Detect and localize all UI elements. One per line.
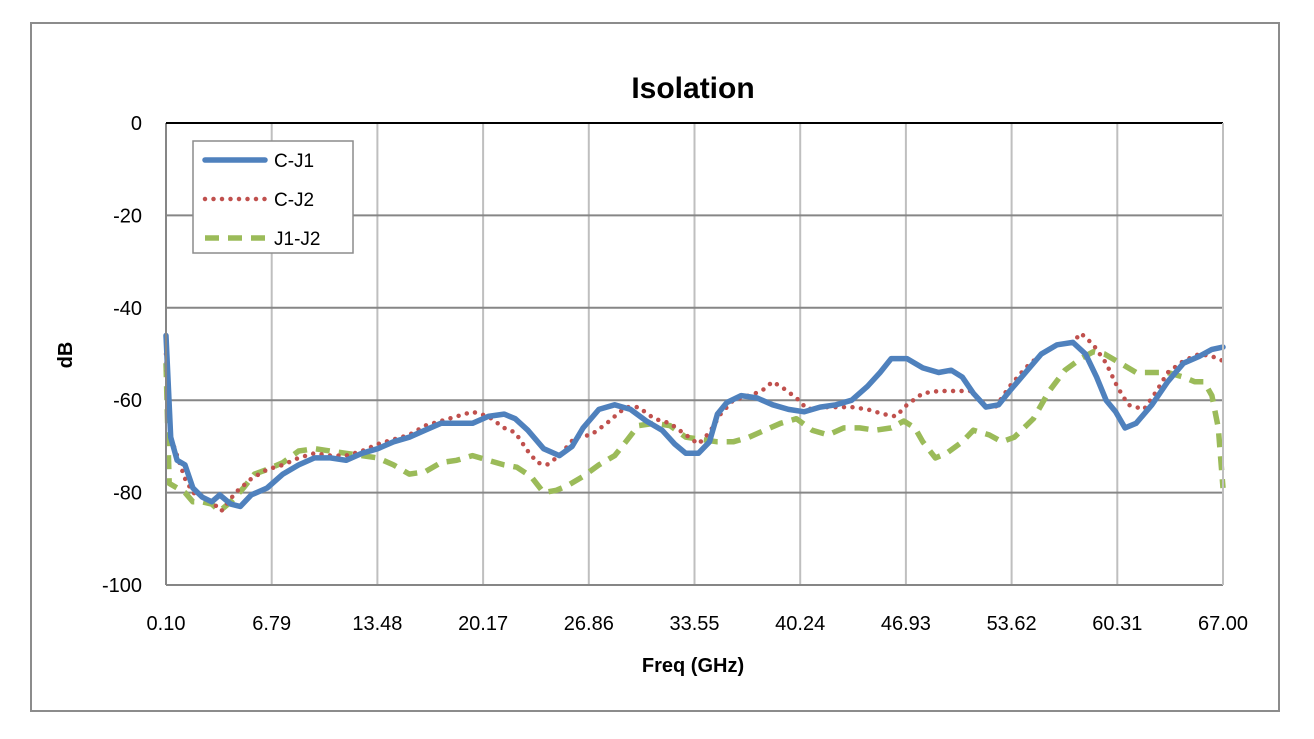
x-tick-label: 46.93 (881, 613, 931, 635)
y-tick-label: -100 (102, 575, 142, 597)
x-tick-label: 33.55 (669, 613, 719, 635)
series-line-c-j1 (163, 332, 1226, 510)
x-tick-label: 53.62 (987, 613, 1037, 635)
y-axis-label: dB (55, 342, 77, 369)
vertical-gridlines (270, 123, 1224, 585)
legend-label-c-j1: C-J1 (274, 151, 314, 172)
y-tick-label: 0 (131, 113, 142, 135)
y-tick-label: -60 (113, 390, 142, 412)
x-axis-label: Freq (GHz) (642, 655, 744, 677)
x-tick-label: 26.86 (564, 613, 614, 635)
y-tick-label: -80 (113, 483, 142, 505)
x-tick-label: 60.31 (1092, 613, 1142, 635)
x-tick-label: 20.17 (458, 613, 508, 635)
y-tick-labels: 0 -20 -40 -60 -80 -100 (102, 113, 142, 597)
chart-title: Isolation (631, 72, 754, 105)
x-tick-label: 13.48 (352, 613, 402, 635)
x-tick-labels: 0.10 6.79 13.48 20.17 26.86 33.55 40.24 46.93 53… (147, 613, 1249, 635)
x-tick-label: 0.10 (147, 613, 186, 635)
x-tick-label: 40.24 (775, 613, 825, 635)
x-tick-label: 6.79 (252, 613, 291, 635)
y-tick-label: -40 (113, 298, 142, 320)
legend-label-c-j2: C-J2 (274, 190, 314, 211)
y-tick-label: -20 (113, 205, 142, 227)
legend: C-J1 C-J2 J1-J2 (192, 140, 354, 254)
axes (165, 122, 1224, 586)
x-tick-label: 67.00 (1198, 613, 1248, 635)
series-layer (163, 330, 1226, 514)
legend-label-j1-j2: J1-J2 (274, 229, 320, 250)
